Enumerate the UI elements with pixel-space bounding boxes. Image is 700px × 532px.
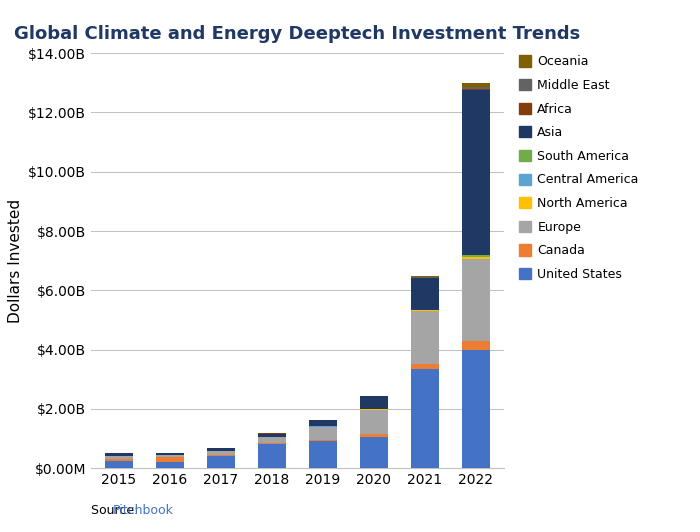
Bar: [411, 276, 439, 277]
Bar: [411, 277, 439, 278]
Bar: [258, 444, 286, 468]
Bar: [207, 448, 235, 451]
Title: Global Climate and Energy Deeptech Investment Trends: Global Climate and Energy Deeptech Inves…: [15, 26, 580, 43]
Bar: [360, 437, 388, 468]
Bar: [462, 90, 490, 255]
Bar: [309, 442, 337, 468]
Bar: [258, 434, 286, 437]
Bar: [462, 89, 490, 90]
Bar: [411, 369, 439, 468]
Bar: [156, 462, 184, 468]
Bar: [105, 456, 133, 459]
Bar: [207, 451, 235, 454]
Bar: [105, 453, 133, 455]
Bar: [105, 461, 133, 468]
Bar: [462, 82, 490, 87]
Bar: [258, 437, 286, 443]
Legend: Oceania, Middle East, Africa, Asia, South America, Central America, North Americ: Oceania, Middle East, Africa, Asia, Sout…: [519, 55, 638, 281]
Bar: [462, 350, 490, 468]
Y-axis label: Dollars Invested: Dollars Invested: [8, 198, 22, 323]
Bar: [309, 427, 337, 440]
Text: Pitchbook: Pitchbook: [113, 504, 174, 517]
Bar: [462, 340, 490, 350]
Bar: [462, 255, 490, 256]
Bar: [411, 310, 439, 311]
Bar: [411, 278, 439, 310]
Bar: [462, 257, 490, 259]
Bar: [411, 364, 439, 369]
Text: Source:: Source:: [91, 504, 142, 517]
Bar: [207, 456, 235, 468]
Bar: [309, 420, 337, 426]
Bar: [309, 440, 337, 442]
Bar: [360, 410, 388, 434]
Bar: [411, 311, 439, 364]
Bar: [258, 443, 286, 444]
Bar: [105, 459, 133, 461]
Bar: [156, 457, 184, 462]
Bar: [207, 454, 235, 456]
Bar: [462, 259, 490, 340]
Bar: [360, 409, 388, 410]
Bar: [156, 455, 184, 457]
Bar: [360, 434, 388, 437]
Bar: [462, 87, 490, 89]
Bar: [360, 396, 388, 409]
Bar: [156, 453, 184, 455]
